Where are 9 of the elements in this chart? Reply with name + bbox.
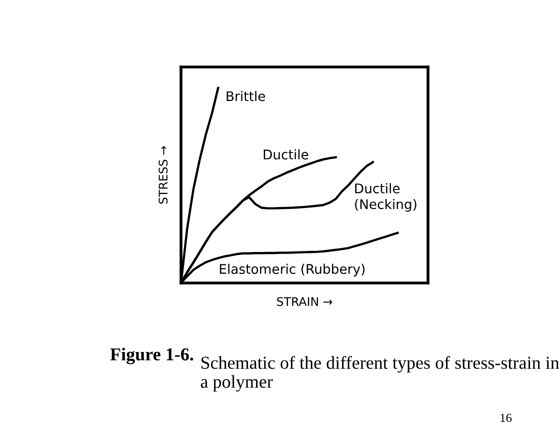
text: 16 — [500, 414, 512, 422]
caption: Figure 1-6. — [110, 348, 194, 364]
text: Schematic of the different types of stress-strain in a polymer — [200, 356, 560, 392]
series-label: Ductile (Necking) — [355, 183, 416, 212]
series-label: Brittle — [226, 90, 266, 102]
y-axis-title: STRESS → — [158, 146, 168, 204]
x-axis-title: STRAIN → — [277, 297, 332, 306]
series-label: Ductile — [264, 149, 308, 160]
series-label: Elastomeric (Rubbery) — [220, 264, 365, 277]
